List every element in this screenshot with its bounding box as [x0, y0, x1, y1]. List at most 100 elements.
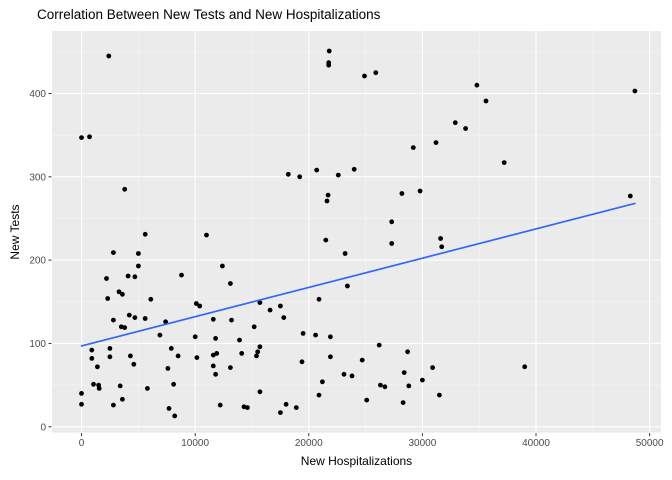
- data-point: [172, 413, 178, 419]
- data-point: [382, 384, 388, 390]
- data-point: [179, 272, 184, 278]
- data-point: [324, 198, 330, 204]
- data-point: [257, 300, 263, 305]
- data-point: [111, 250, 116, 256]
- y-tick-label: 0: [40, 422, 46, 433]
- data-point: [87, 134, 92, 140]
- data-point: [125, 273, 131, 279]
- data-point: [406, 383, 412, 389]
- data-point: [326, 62, 332, 68]
- x-tick-label: 40000: [522, 438, 550, 449]
- data-point: [364, 397, 370, 403]
- data-point: [142, 231, 148, 237]
- data-point: [165, 366, 171, 371]
- data-point: [132, 315, 138, 320]
- data-point: [105, 296, 111, 301]
- data-point: [501, 160, 507, 166]
- data-point: [111, 402, 116, 408]
- data-point: [166, 406, 172, 411]
- data-point: [349, 373, 355, 379]
- data-point: [171, 381, 177, 387]
- data-point: [120, 291, 125, 297]
- data-point: [632, 88, 638, 94]
- data-point: [362, 73, 367, 79]
- data-point: [278, 303, 283, 309]
- data-point: [245, 405, 250, 410]
- data-point: [430, 365, 435, 370]
- data-point: [328, 334, 333, 340]
- data-point: [79, 135, 84, 141]
- data-point: [168, 346, 174, 351]
- data-point: [316, 296, 322, 302]
- data-point: [239, 351, 245, 356]
- x-tick-label: 30000: [408, 438, 436, 449]
- data-point: [320, 379, 325, 385]
- data-point: [314, 167, 320, 173]
- data-point: [175, 353, 181, 359]
- data-point: [439, 244, 445, 250]
- data-point: [192, 334, 198, 340]
- x-tick-label: 50000: [636, 438, 664, 449]
- data-point: [283, 401, 289, 407]
- data-point: [313, 332, 318, 338]
- x-tick-label: 10000: [181, 438, 209, 449]
- data-point: [316, 392, 322, 398]
- panel-background: [52, 31, 661, 433]
- data-point: [220, 263, 225, 269]
- data-point: [217, 402, 223, 408]
- data-point: [79, 401, 84, 407]
- data-point: [131, 361, 137, 367]
- data-point: [335, 172, 341, 178]
- data-point: [341, 371, 347, 377]
- data-point: [378, 382, 383, 388]
- data-point: [278, 410, 283, 415]
- data-point: [194, 355, 200, 360]
- data-point: [342, 251, 348, 256]
- data-point: [136, 263, 141, 269]
- data-point: [345, 283, 350, 289]
- data-point: [328, 354, 333, 360]
- data-point: [95, 364, 100, 370]
- trend-line: [80, 202, 636, 347]
- data-point: [483, 98, 489, 104]
- data-point: [237, 337, 242, 343]
- data-point: [107, 346, 113, 351]
- data-point: [463, 126, 468, 131]
- data-point: [120, 396, 125, 402]
- data-point: [399, 191, 405, 196]
- data-point: [228, 365, 233, 370]
- data-point: [214, 351, 220, 356]
- data-point: [285, 171, 291, 177]
- data-point: [299, 359, 305, 365]
- data-point: [410, 145, 416, 151]
- data-point: [142, 316, 148, 321]
- data-point: [297, 174, 303, 180]
- data-point: [213, 371, 219, 377]
- x-axis-title: New Hospitalizations: [300, 454, 413, 468]
- data-point: [257, 344, 263, 350]
- data-point: [257, 389, 263, 395]
- data-point: [89, 347, 95, 353]
- data-point: [254, 353, 259, 359]
- data-point: [438, 236, 443, 241]
- data-point: [163, 319, 169, 325]
- data-point: [351, 166, 357, 172]
- data-point: [376, 342, 382, 348]
- data-point: [148, 296, 154, 302]
- data-point: [420, 377, 425, 383]
- data-point: [267, 307, 273, 313]
- x-tick-label: 20000: [295, 438, 323, 449]
- data-point: [400, 400, 406, 405]
- data-point: [452, 120, 458, 126]
- data-point: [213, 336, 219, 341]
- data-point: [197, 303, 203, 309]
- data-point: [389, 219, 395, 225]
- data-point: [300, 331, 306, 336]
- data-point: [228, 281, 233, 286]
- data-point: [389, 241, 395, 246]
- data-point: [359, 357, 365, 363]
- data-point: [522, 364, 528, 370]
- data-point: [126, 312, 132, 318]
